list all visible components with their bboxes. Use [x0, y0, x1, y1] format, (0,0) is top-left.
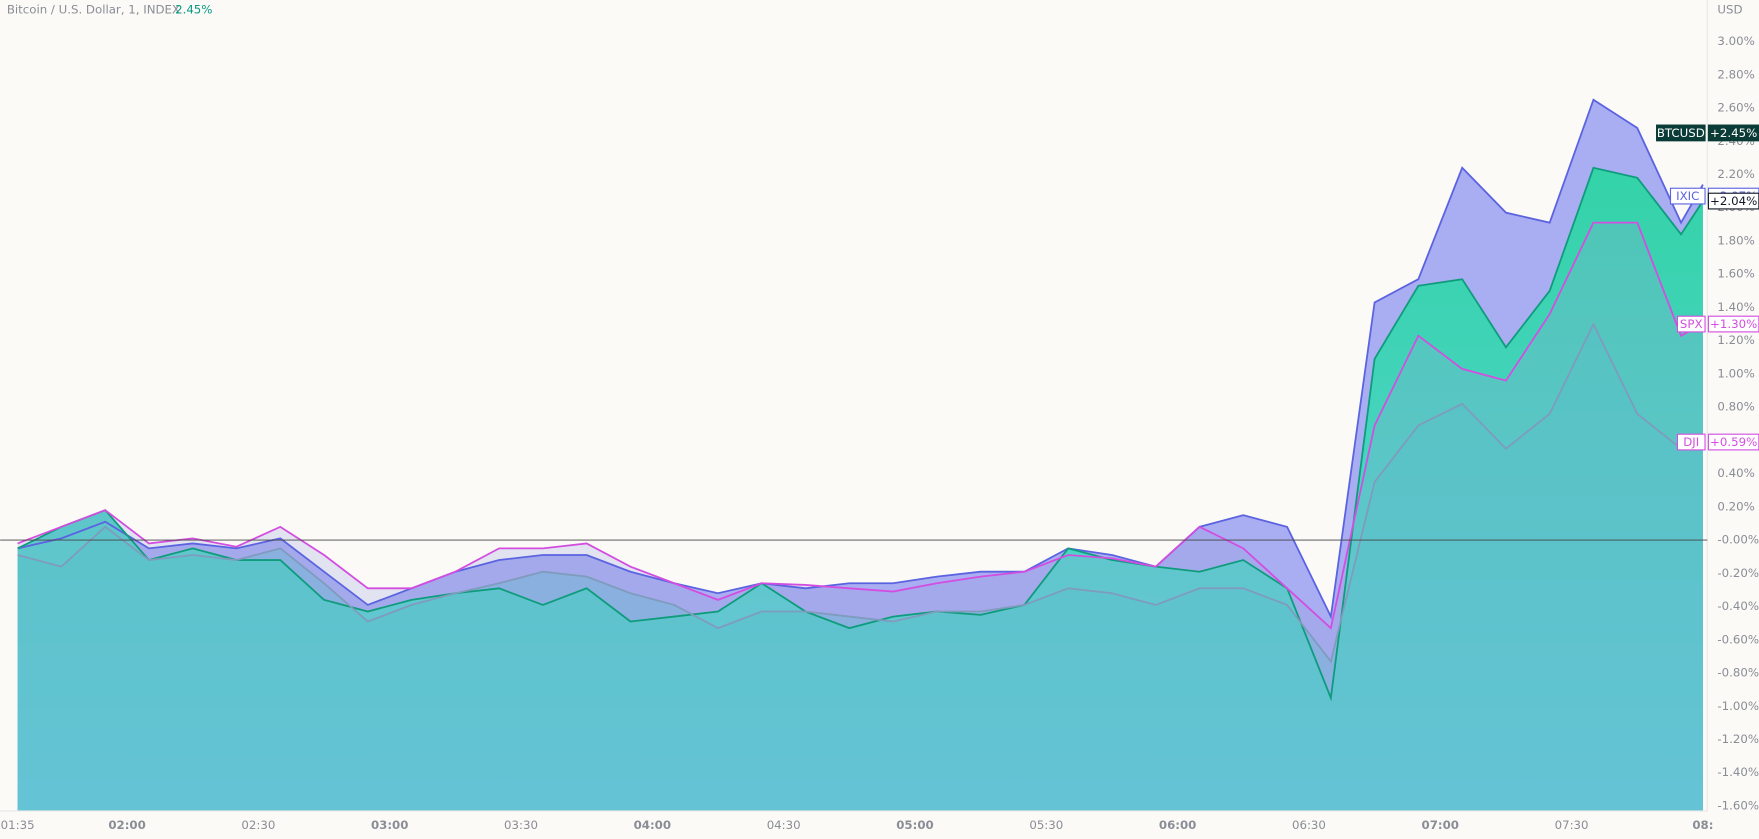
x-tick-label: 08: — [1692, 818, 1713, 832]
series-tag-box — [1676, 433, 1706, 451]
series-tag: BTCUSD — [1657, 126, 1705, 140]
series-tag-box — [1656, 124, 1706, 142]
series-tag: IXIC — [1676, 189, 1699, 203]
series-tag: SPX — [1680, 317, 1703, 331]
y-tick-label: 2.20% — [1717, 167, 1754, 181]
x-tick-label: 05:30 — [1029, 818, 1063, 832]
y-tick-label: -0.60% — [1717, 632, 1759, 646]
price-label: +0.59% — [1710, 435, 1757, 449]
y-tick-label: -1.00% — [1717, 699, 1759, 713]
y-tick-label: -1.20% — [1717, 732, 1759, 746]
series-tag-box — [1676, 315, 1706, 333]
series-tag-box — [1669, 187, 1706, 205]
area — [17, 324, 1703, 811]
line — [17, 166, 1704, 702]
x-tick-label: 06:30 — [1292, 818, 1326, 832]
x-tick-label: 07:30 — [1555, 818, 1589, 832]
y-tick-label: -0.80% — [1717, 666, 1759, 680]
y-tick-label: 2.60% — [1717, 101, 1754, 115]
y-tick-label: -1.60% — [1717, 798, 1759, 812]
x-tick-label: 02:00 — [108, 818, 145, 832]
y-tick-label: 3.00% — [1717, 34, 1754, 48]
y-tick-label: 1.20% — [1717, 333, 1754, 347]
change-label: 2.45% — [175, 3, 212, 17]
line — [17, 322, 1704, 664]
y-tick-label: -0.20% — [1717, 566, 1759, 580]
y-tick-label: 0.80% — [1717, 400, 1754, 414]
y-tick-label: 1.40% — [1717, 300, 1754, 314]
price-label: +2.04% — [1710, 194, 1757, 208]
x-tick-label: 06:00 — [1159, 818, 1196, 832]
x-tick-label: 04:30 — [767, 818, 801, 832]
series-tag: DJI — [1683, 435, 1699, 449]
x-tick-label: 01:35 — [1, 818, 35, 832]
y-tick-label: -0.00% — [1717, 533, 1759, 547]
y-tick-label: -0.40% — [1717, 599, 1759, 613]
x-tick-label: 02:30 — [241, 818, 275, 832]
x-tick-label: 05:00 — [896, 818, 933, 832]
plot-area — [17, 98, 1704, 811]
area — [17, 167, 1703, 811]
line — [17, 98, 1704, 620]
x-tick-label: 03:30 — [504, 818, 538, 832]
y-tick-label: -1.40% — [1717, 765, 1759, 779]
y-unit: USD — [1717, 3, 1742, 17]
x-tick-label: 03:00 — [371, 818, 408, 832]
y-tick-label: 1.80% — [1717, 233, 1754, 247]
y-tick-label: 2.80% — [1717, 67, 1754, 81]
y-tick-label: 1.00% — [1717, 366, 1754, 380]
x-tick-label: 04:00 — [634, 818, 671, 832]
area — [17, 222, 1703, 811]
price-label: +1.30% — [1710, 317, 1757, 331]
chart-title: Bitcoin / U.S. Dollar, 1, INDEX — [7, 3, 180, 17]
price-label: +2.45% — [1710, 126, 1757, 140]
y-tick-label: 0.40% — [1717, 466, 1754, 480]
y-tick-label: 0.20% — [1717, 499, 1754, 513]
x-tick-label: 07:00 — [1422, 818, 1459, 832]
line — [17, 221, 1704, 630]
y-tick-label: 1.60% — [1717, 267, 1754, 281]
